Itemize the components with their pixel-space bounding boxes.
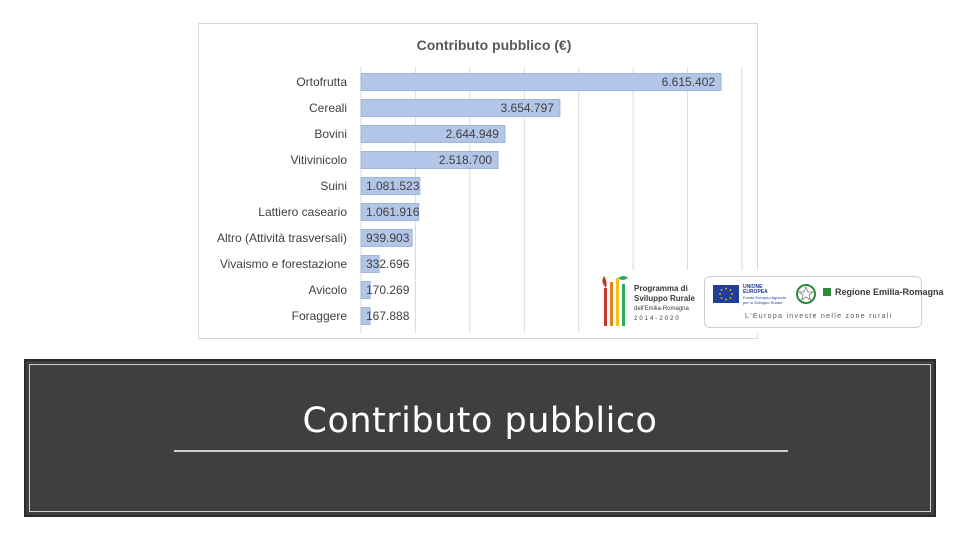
- eu-flag-icon: [713, 285, 739, 303]
- title-box: Contributo pubblico: [24, 359, 936, 517]
- category-label: Vitivinicolo: [291, 153, 348, 167]
- psr-line2: Sviluppo Rurale: [634, 294, 695, 303]
- slide-title: Contributo pubblico: [302, 401, 658, 441]
- category-label: Lattiero caseario: [258, 205, 347, 219]
- psr-line1: Programma di: [634, 284, 688, 293]
- value-label: 2.518.700: [439, 153, 493, 167]
- bar: [360, 203, 420, 221]
- psr-line3: dell'Emilia-Romagna: [634, 306, 689, 312]
- bar: [360, 73, 722, 91]
- category-label: Foraggere: [292, 309, 348, 323]
- bar: [360, 255, 380, 273]
- value-label: 2.644.949: [446, 127, 500, 141]
- bar-chart-svg: Contributo pubblico (€) Ortofrutta Cereal…: [217, 37, 743, 333]
- value-label: 167.888: [366, 309, 410, 323]
- value-label: 1.081.523: [366, 179, 420, 193]
- category-label: Ortofrutta: [296, 75, 347, 89]
- bar: [360, 151, 499, 169]
- psr-leaf-icon: [602, 276, 628, 326]
- title-box-inner-border: [29, 364, 931, 512]
- psr-years: 2014-2020: [634, 316, 681, 322]
- logo-panel: Programma di Sviluppo Rurale dell'Emilia…: [594, 270, 944, 334]
- value-label: 170.269: [366, 283, 410, 297]
- bars: [360, 73, 722, 325]
- psr-text: Programma di Sviluppo Rurale dell'Emilia…: [634, 284, 695, 324]
- psr-logo: Programma di Sviluppo Rurale dell'Emilia…: [598, 274, 702, 330]
- category-labels: Ortofrutta Cereali Bovini Vitivinicolo Suini…: [217, 75, 347, 323]
- category-label: Vivaismo e forestazione: [220, 257, 348, 271]
- value-label: 3.654.797: [501, 101, 555, 115]
- bar: [360, 125, 506, 143]
- value-label: 1.061.916: [366, 205, 420, 219]
- value-label: 6.615.402: [662, 75, 716, 89]
- italian-republic-emblem-icon: [796, 284, 816, 304]
- bar-chart: Contributo pubblico (€) Ortofrutta Cereal…: [198, 23, 758, 339]
- motto: L'Europa investe nelle zone rurali: [745, 313, 893, 320]
- eu-line3: per lo Sviluppo Rurale: [743, 300, 783, 305]
- chart-title: Contributo pubblico (€): [417, 37, 572, 53]
- bar: [360, 307, 371, 325]
- value-label: 939.903: [366, 231, 410, 245]
- category-label: Cereali: [309, 101, 347, 115]
- region-name: Regione Emilia-Romagna: [835, 287, 944, 297]
- value-label: 332.696: [366, 257, 410, 271]
- category-label: Suini: [320, 179, 347, 193]
- bar: [360, 177, 421, 195]
- bar: [360, 99, 561, 117]
- eu-line2: Fondo Europeo Agricolo: [743, 295, 786, 300]
- bar: [360, 229, 413, 247]
- category-label: Avicolo: [309, 283, 348, 297]
- category-label: Bovini: [314, 127, 347, 141]
- eu-text: UNIONE EUROPEA Fondo Europeo Agricolo pe…: [743, 284, 787, 306]
- eu-line1: UNIONE EUROPEA: [743, 284, 768, 295]
- title-underline: [174, 450, 788, 452]
- region-mark-icon: [823, 288, 831, 296]
- eu-logo-box: UNIONE EUROPEA Fondo Europeo Agricolo pe…: [704, 276, 944, 328]
- bar: [360, 281, 371, 299]
- category-label: Altro (Attività trasversali): [217, 231, 347, 245]
